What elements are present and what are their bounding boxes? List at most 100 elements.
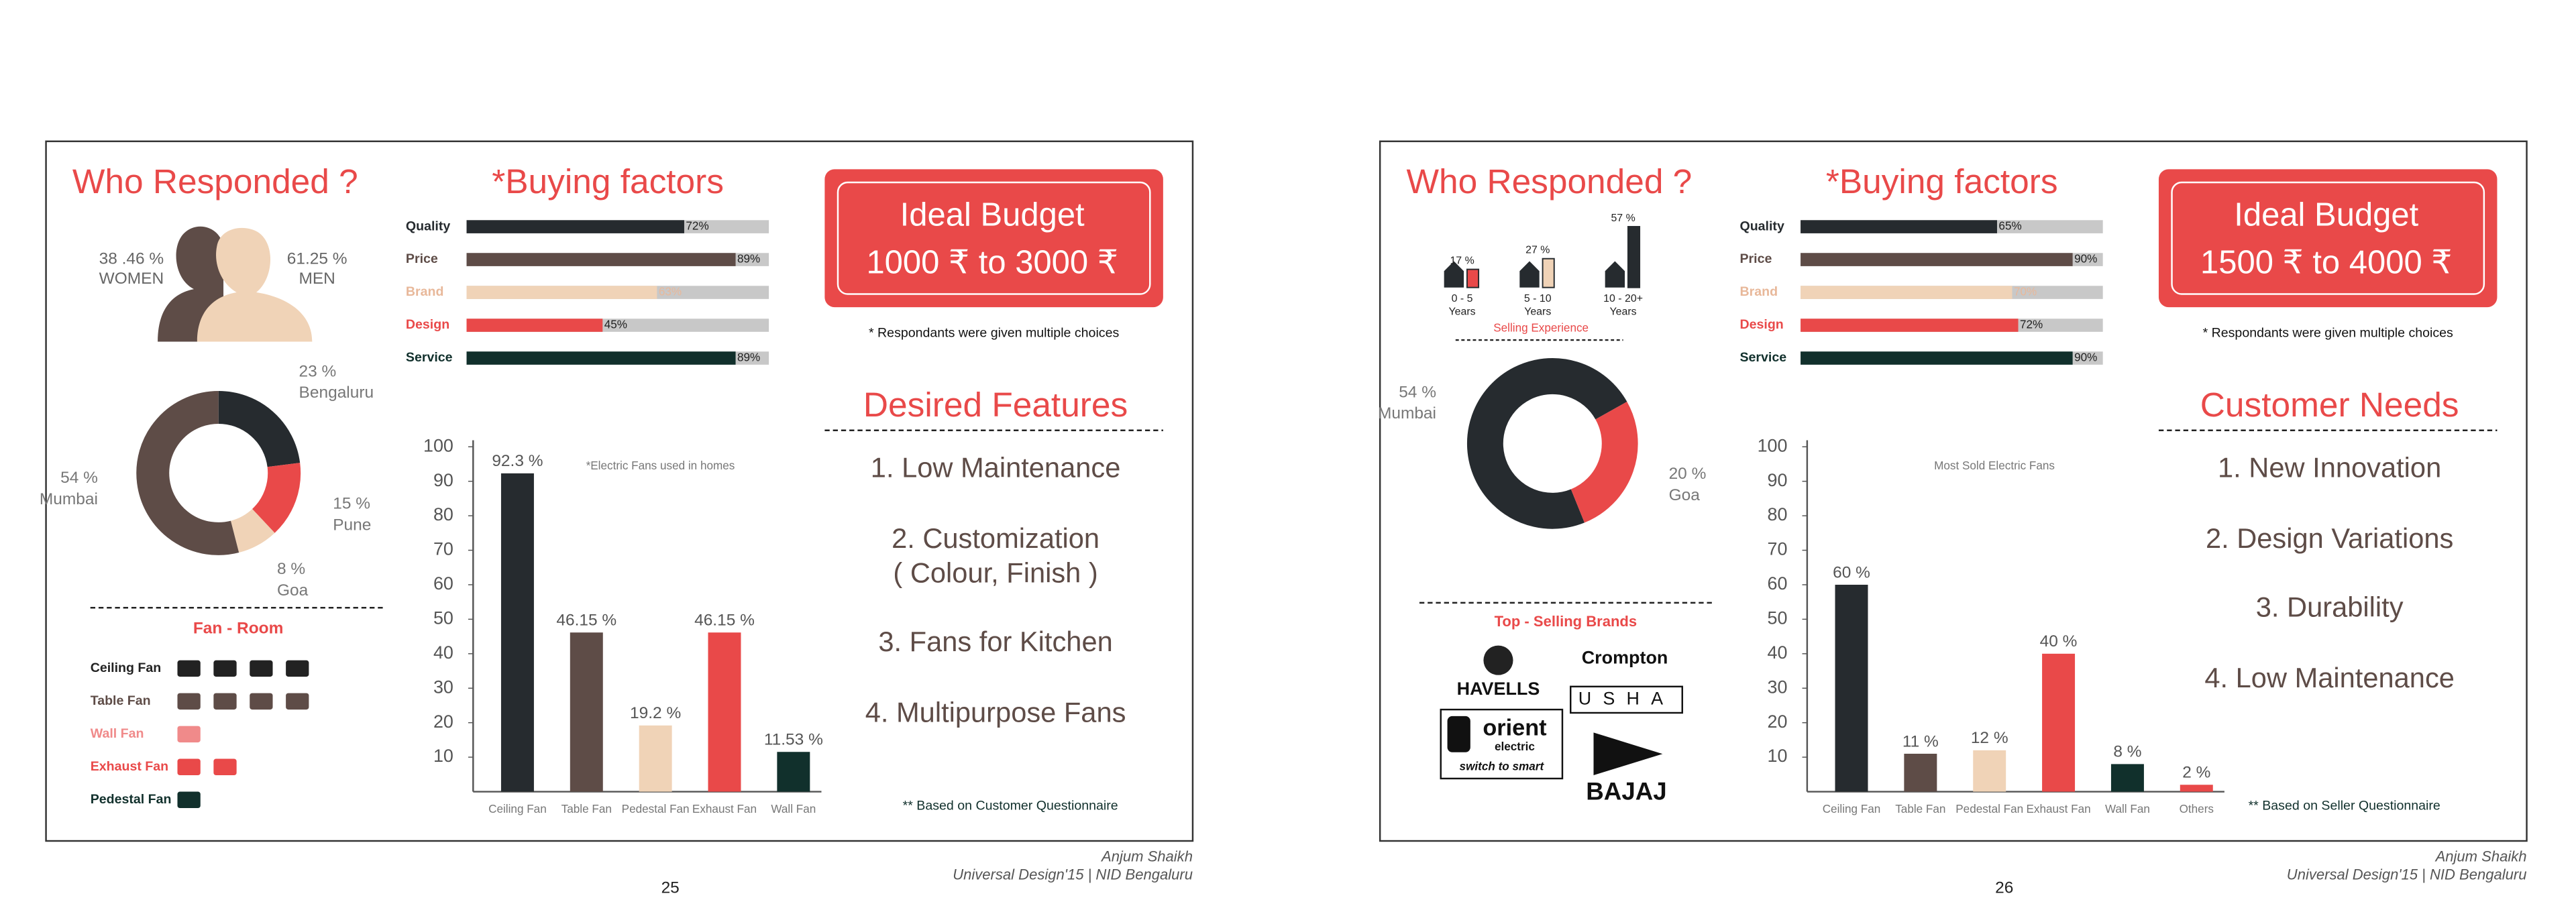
section-title: *Buying factors — [492, 162, 724, 201]
donut-value-label: 20 % — [1669, 465, 1707, 483]
x-tick-label: Ceiling Fan — [1823, 802, 1881, 815]
orient-box — [1440, 708, 1564, 780]
y-tick-label: 60 — [433, 573, 453, 593]
budget-title: Ideal Budget — [2234, 196, 2418, 233]
bar — [500, 473, 534, 792]
brands-title: Top - Selling Brands — [1495, 613, 1638, 630]
factor-label: Brand — [406, 284, 444, 299]
factor-value: 65% — [1998, 219, 2021, 233]
donut-category-label: Bengaluru — [299, 384, 374, 402]
bar-value-label: 46.15 % — [556, 612, 616, 630]
y-tick-label: 20 — [1768, 712, 1788, 732]
factor-label: Design — [406, 317, 449, 332]
page-number: 26 — [1995, 878, 2013, 897]
brand-name: BAJAJ — [1586, 778, 1666, 805]
furniture-icon — [177, 693, 201, 710]
factor-bar — [1801, 351, 2073, 365]
factor-label: Price — [1739, 251, 1772, 266]
factor-value: 89% — [737, 351, 760, 364]
budget-note: * Respondants were given multiple choice… — [869, 325, 1119, 340]
donut-category-label: Mumbai — [1378, 404, 1436, 422]
donut-value-label: 15 % — [333, 495, 370, 513]
factor-label: Service — [1739, 350, 1786, 365]
fan-room-title: Fan - Room — [193, 620, 284, 638]
factor-bar — [466, 319, 603, 332]
orient-icon — [1447, 716, 1470, 752]
chart-note: Most Sold Electric Fans — [1934, 459, 2055, 472]
furniture-icon — [286, 660, 309, 677]
experience-category: 10 - 20+ — [1603, 293, 1643, 304]
factor-bar — [466, 220, 684, 233]
havells-icon — [1483, 645, 1513, 675]
bar — [1904, 753, 1937, 792]
slide-frame — [45, 140, 1194, 842]
fan-room-label: Pedestal Fan — [91, 792, 172, 807]
source-note: ** Based on Customer Questionnaire — [903, 799, 1118, 813]
y-tick-label: 70 — [1768, 539, 1788, 559]
factor-bar — [466, 253, 736, 266]
factor-bar — [1801, 319, 2019, 332]
factor-label: Quality — [1739, 219, 1784, 233]
fan-room-label: Ceiling Fan — [91, 661, 162, 675]
y-tick-label: 30 — [433, 677, 453, 697]
experience-category: Years — [1449, 306, 1476, 318]
slide-frame — [1379, 140, 2528, 842]
factor-label: Design — [1739, 317, 1783, 332]
list-item: 2. Customization — [892, 522, 1099, 554]
experience-bar — [1542, 258, 1555, 288]
brand-name: orient — [1483, 716, 1546, 741]
chart-note: *Electric Fans used in homes — [586, 459, 735, 472]
house-icon — [1519, 261, 1540, 288]
bar — [708, 632, 741, 792]
furniture-icon — [177, 726, 201, 743]
footer-author: Anjum Shaikh — [2434, 848, 2527, 864]
bar — [777, 752, 810, 792]
budget-box — [2158, 169, 2498, 308]
factor-value: 90% — [2074, 252, 2097, 266]
factor-value: 45% — [604, 318, 627, 331]
house-icon — [1605, 261, 1625, 288]
factor-bar — [1801, 253, 2073, 266]
x-tick-label: Table Fan — [561, 802, 612, 815]
women-label: WOMEN — [99, 270, 164, 288]
x-tick-label: Pedestal Fan — [1955, 802, 2023, 815]
house-icon — [1444, 261, 1464, 288]
section-title: Who Responded ? — [72, 162, 358, 201]
list-title: Customer Needs — [2200, 385, 2459, 424]
donut-category-label: Pune — [333, 516, 371, 534]
fan-room-label: Wall Fan — [91, 726, 144, 741]
x-tick-label: Exhaust Fan — [692, 802, 757, 815]
budget-inner — [837, 181, 1151, 295]
factor-bar — [1801, 220, 1997, 233]
factor-label: Brand — [1739, 284, 1778, 299]
factor-bar — [1801, 286, 2012, 299]
furniture-icon — [177, 758, 201, 776]
y-tick-label: 80 — [1768, 504, 1788, 524]
donut-segment — [252, 463, 301, 533]
y-tick-label: 50 — [1768, 608, 1788, 628]
factor-value: 70% — [2014, 285, 2037, 298]
y-tick-label: 50 — [433, 608, 453, 628]
bar — [1973, 750, 2006, 792]
experience-category: 5 - 10 — [1524, 293, 1552, 304]
list-item: 3. Durability — [2256, 591, 2404, 623]
brand-sub: electric — [1495, 740, 1535, 753]
budget-range: 1500 ₹ to 4000 ₹ — [2200, 244, 2452, 280]
donut-value-label: 54 % — [60, 469, 98, 487]
list-item: 1. Low Maintenance — [871, 452, 1121, 484]
bar-value-label: 19.2 % — [630, 704, 681, 722]
bar — [570, 632, 603, 792]
budget-inner — [2171, 181, 2485, 295]
experience-value: 27 % — [1525, 245, 1550, 256]
furniture-icon — [250, 660, 273, 677]
donut-value-label: 8 % — [277, 560, 305, 578]
man-silhouette — [197, 227, 313, 342]
x-tick-label: Wall Fan — [2105, 802, 2150, 815]
furniture-icon — [213, 693, 237, 710]
bar-value-label: 8 % — [2113, 743, 2141, 761]
y-tick-label: 10 — [433, 746, 453, 766]
factor-value: 72% — [686, 219, 708, 233]
experience-category: Years — [1524, 306, 1551, 318]
donut-segment — [217, 390, 301, 468]
